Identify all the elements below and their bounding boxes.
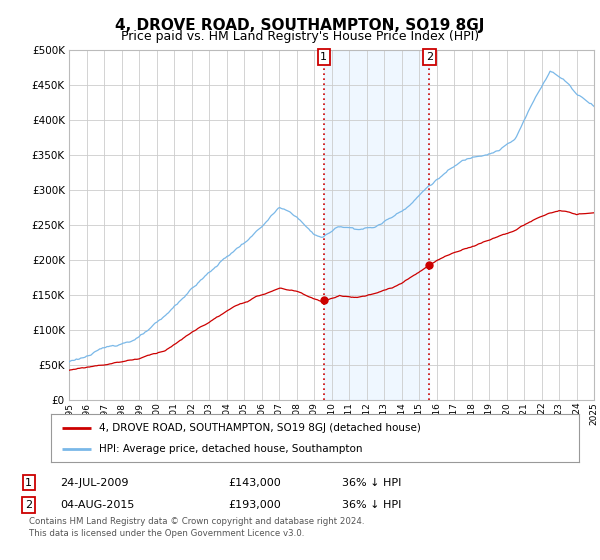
Bar xyxy=(324,50,430,400)
Text: 36% ↓ HPI: 36% ↓ HPI xyxy=(342,478,401,488)
Text: £193,000: £193,000 xyxy=(228,500,281,510)
Text: 4, DROVE ROAD, SOUTHAMPTON, SO19 8GJ (detached house): 4, DROVE ROAD, SOUTHAMPTON, SO19 8GJ (de… xyxy=(98,423,421,433)
Text: 1: 1 xyxy=(25,478,32,488)
Text: 1: 1 xyxy=(320,52,327,62)
Text: 04-AUG-2015: 04-AUG-2015 xyxy=(60,500,134,510)
Text: £143,000: £143,000 xyxy=(228,478,281,488)
Text: 24-JUL-2009: 24-JUL-2009 xyxy=(60,478,128,488)
Text: 4, DROVE ROAD, SOUTHAMPTON, SO19 8GJ: 4, DROVE ROAD, SOUTHAMPTON, SO19 8GJ xyxy=(115,18,485,32)
Text: Price paid vs. HM Land Registry's House Price Index (HPI): Price paid vs. HM Land Registry's House … xyxy=(121,30,479,43)
Text: 2: 2 xyxy=(25,500,32,510)
Text: Contains HM Land Registry data © Crown copyright and database right 2024.
This d: Contains HM Land Registry data © Crown c… xyxy=(29,517,364,538)
Text: 2: 2 xyxy=(426,52,433,62)
Text: HPI: Average price, detached house, Southampton: HPI: Average price, detached house, Sout… xyxy=(98,444,362,454)
Text: 36% ↓ HPI: 36% ↓ HPI xyxy=(342,500,401,510)
